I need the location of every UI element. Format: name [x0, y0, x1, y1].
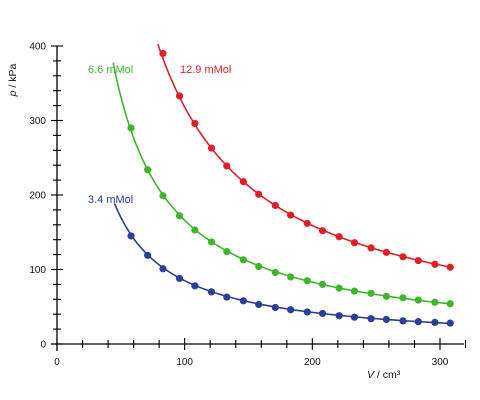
data-point-3-4-mmol — [127, 232, 135, 240]
data-point-6-6-mmol — [414, 296, 422, 304]
data-point-3-4-mmol — [159, 265, 167, 273]
data-point-3-4-mmol — [335, 312, 343, 320]
series-label-12-9-mmol: 12.9 mMol — [180, 64, 231, 76]
x-tick-label: 300 — [432, 357, 449, 368]
data-point-12-9-mmol — [382, 248, 390, 256]
data-point-6-6-mmol — [367, 289, 375, 297]
data-point-12-9-mmol — [191, 119, 199, 128]
data-point-3-4-mmol — [303, 308, 311, 316]
x-axis-variable: V — [367, 369, 375, 381]
data-point-12-9-mmol — [350, 239, 359, 247]
data-point-12-9-mmol — [175, 92, 184, 100]
data-point-3-4-mmol — [239, 297, 247, 305]
data-point-6-6-mmol — [303, 277, 311, 285]
data-point-6-6-mmol — [335, 284, 343, 292]
data-point-3-4-mmol — [255, 300, 263, 309]
y-tick-label: 0 — [40, 340, 46, 351]
data-point-12-9-mmol — [318, 227, 327, 235]
data-point-12-9-mmol — [207, 144, 216, 152]
data-point-6-6-mmol — [431, 298, 439, 306]
x-axis-unit: / cm³ — [374, 369, 401, 381]
data-point-6-6-mmol — [318, 280, 327, 288]
data-point-6-6-mmol — [350, 287, 359, 295]
data-point-6-6-mmol — [239, 256, 247, 264]
data-point-6-6-mmol — [175, 212, 184, 220]
data-point-3-4-mmol — [271, 303, 279, 312]
y-tick-label: 100 — [29, 265, 46, 276]
tick-labels: 0 100 200 300 400 0 100 200 300 — [29, 42, 448, 369]
data-point-12-9-mmol — [431, 260, 439, 268]
x-tick-label: 100 — [176, 357, 193, 368]
y-axis-variable: p — [7, 90, 19, 97]
data-point-6-6-mmol — [127, 124, 135, 132]
series-label-3-4-mmol: 3.4 mMol — [88, 194, 133, 206]
data-point-12-9-mmol — [287, 211, 295, 219]
data-point-12-9-mmol — [335, 233, 343, 241]
fit-curve-12-9-mmol — [157, 43, 453, 269]
y-tick-label: 300 — [29, 116, 46, 127]
data-point-12-9-mmol — [399, 253, 407, 261]
data-point-3-4-mmol — [207, 288, 216, 296]
data-point-12-9-mmol — [446, 263, 454, 271]
x-tick-label: 200 — [304, 357, 321, 368]
data-point-3-4-mmol — [367, 315, 375, 323]
data-point-6-6-mmol — [191, 226, 199, 234]
data-point-3-4-mmol — [223, 293, 231, 301]
data-point-3-4-mmol — [175, 274, 184, 283]
y-axis-unit: / kPa — [7, 64, 19, 91]
data-point-6-6-mmol — [159, 192, 167, 200]
data-point-12-9-mmol — [271, 201, 279, 210]
y-axis-label: p / kPa — [7, 64, 19, 98]
fit-curve-6-6-mmol — [112, 62, 453, 305]
data-point-12-9-mmol — [239, 177, 247, 186]
data-point-3-4-mmol — [446, 319, 454, 327]
x-axis-label: V / cm³ — [367, 369, 401, 381]
data-point-12-9-mmol — [303, 219, 311, 227]
data-point-3-4-mmol — [144, 251, 152, 259]
data-points — [127, 49, 454, 327]
y-tick-label: 200 — [29, 191, 46, 202]
data-point-3-4-mmol — [287, 306, 295, 314]
data-point-12-9-mmol — [159, 49, 167, 58]
data-point-3-4-mmol — [399, 317, 407, 325]
data-point-3-4-mmol — [318, 309, 327, 318]
data-point-3-4-mmol — [414, 318, 422, 326]
data-point-6-6-mmol — [382, 292, 390, 300]
series-label-6-6-mmol: 6.6 mMol — [88, 64, 133, 76]
data-point-12-9-mmol — [367, 244, 375, 252]
data-point-6-6-mmol — [207, 238, 216, 246]
fit-curve-3-4-mmol — [113, 202, 453, 325]
data-point-6-6-mmol — [255, 262, 263, 271]
data-point-3-4-mmol — [382, 315, 390, 324]
y-tick-label: 400 — [29, 42, 46, 53]
x-tick-label: 0 — [54, 357, 60, 368]
data-point-6-6-mmol — [223, 248, 231, 256]
data-point-6-6-mmol — [287, 273, 295, 281]
data-point-3-4-mmol — [431, 318, 439, 326]
data-point-6-6-mmol — [144, 166, 152, 174]
axes — [51, 45, 467, 351]
data-point-12-9-mmol — [255, 190, 263, 198]
data-point-12-9-mmol — [414, 256, 422, 265]
data-point-6-6-mmol — [446, 300, 454, 308]
data-point-6-6-mmol — [399, 294, 407, 302]
data-point-6-6-mmol — [271, 268, 279, 277]
fit-curves — [112, 43, 453, 325]
data-point-3-4-mmol — [191, 282, 199, 290]
data-point-12-9-mmol — [223, 162, 231, 170]
data-point-3-4-mmol — [350, 313, 359, 321]
